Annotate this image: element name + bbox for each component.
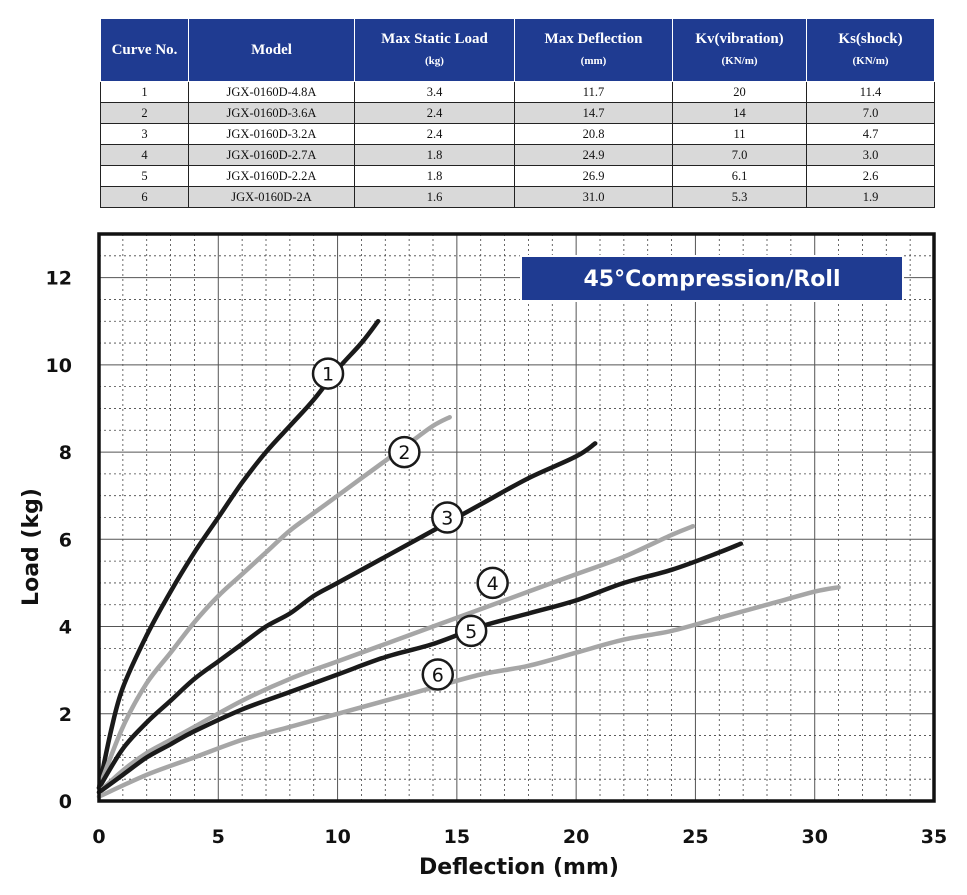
cell-kv: 5.3 — [672, 186, 807, 208]
x-tick-label: 30 — [801, 826, 827, 848]
curve-label-1: 1 — [311, 357, 345, 390]
curve-label-circle — [311, 357, 345, 390]
table-row: 5 JGX-0160D-2.2A 1.8 26.9 6.1 2.6 — [100, 165, 935, 187]
grid — [99, 233, 934, 801]
curve-label-text: 3 — [441, 508, 453, 530]
curve-label-text: 2 — [398, 442, 410, 464]
cell-model: JGX-0160D-2A — [188, 186, 355, 208]
series-line-3 — [96, 441, 598, 791]
series-line-6 — [96, 585, 841, 799]
curve-label-text: 6 — [432, 665, 444, 687]
chart-title-box: 45°Compression/Roll — [520, 255, 904, 302]
cell-max-deflection: 31.0 — [514, 186, 673, 208]
header-unit: (kg) — [425, 54, 444, 67]
curve-label-4: 4 — [476, 566, 509, 600]
table-row: 6 JGX-0160D-2A 1.6 31.0 5.3 1.9 — [100, 186, 935, 208]
curve-label-circle — [476, 566, 509, 600]
cell-ks: 3.0 — [806, 144, 935, 166]
cell-model: JGX-0160D-3.2A — [188, 123, 355, 145]
curve-label-circle — [388, 435, 421, 469]
spec-table: Curve No. Model Max Static Load (kg) Max … — [100, 18, 935, 208]
y-tick-label: 12 — [46, 268, 72, 290]
y-axis-label: Load (kg) — [19, 488, 44, 606]
plot-frame — [97, 232, 936, 803]
cell-ks: 1.9 — [806, 186, 935, 208]
header-unit: (KN/m) — [721, 54, 758, 67]
y-tick-label: 6 — [59, 529, 72, 551]
cell-kv: 7.0 — [672, 144, 807, 166]
curve-labels: 1 2 3 4 56 — [311, 357, 509, 691]
y-tick-label: 8 — [59, 442, 72, 464]
y-tick-label: 0 — [59, 791, 72, 813]
header-kv: Kv(vibration) (KN/m) — [672, 18, 807, 82]
x-tick-label: 5 — [212, 826, 225, 848]
x-tick-label: 15 — [444, 826, 470, 848]
x-tick-label: 25 — [682, 826, 708, 848]
cell-max-deflection: 11.7 — [514, 81, 673, 103]
curve-label-circle — [431, 501, 464, 534]
table-header-row: Curve No. Model Max Static Load (kg) Max … — [100, 18, 935, 82]
x-tick-label: 20 — [563, 826, 589, 848]
y-tick-label: 4 — [59, 617, 72, 639]
header-unit: (KN/m) — [852, 54, 889, 67]
cell-curve-no: 2 — [100, 102, 189, 124]
header-max-deflection: Max Deflection (mm) — [514, 18, 673, 82]
curve-label-circle — [454, 614, 488, 648]
header-ks: Ks(shock) (KN/m) — [806, 18, 935, 82]
chart-title: 45°Compression/Roll — [584, 267, 841, 292]
header-curve-no: Curve No. — [100, 18, 189, 82]
x-tick-label: 10 — [324, 826, 350, 848]
x-axis-label: Deflection (mm) — [419, 855, 619, 880]
cell-max-deflection: 14.7 — [514, 102, 673, 124]
cell-curve-no: 6 — [100, 186, 189, 208]
curve-label-5: 5 — [454, 614, 488, 648]
cell-max-static-load: 1.6 — [354, 186, 515, 208]
curve-label-text: 4 — [487, 573, 499, 595]
cell-max-static-load: 2.4 — [354, 102, 515, 124]
curve-label-6: 6 — [421, 658, 455, 691]
series-line-4 — [96, 523, 696, 795]
x-tick-label: 35 — [921, 826, 947, 848]
curve-label-2: 2 — [388, 435, 421, 469]
header-unit: (mm) — [580, 54, 607, 67]
y-tick-label: 10 — [46, 355, 72, 377]
curve-label-text: 5 — [465, 621, 477, 643]
cell-ks: 7.0 — [806, 102, 935, 124]
cell-kv: 14 — [672, 102, 807, 124]
curve-label-circle — [421, 658, 455, 691]
curve-label-3: 3 — [431, 501, 464, 534]
series-line-5 — [96, 541, 744, 795]
curve-label-text: 1 — [322, 364, 334, 386]
x-tick-label: 0 — [92, 826, 105, 848]
y-tick-label: 2 — [59, 704, 72, 726]
